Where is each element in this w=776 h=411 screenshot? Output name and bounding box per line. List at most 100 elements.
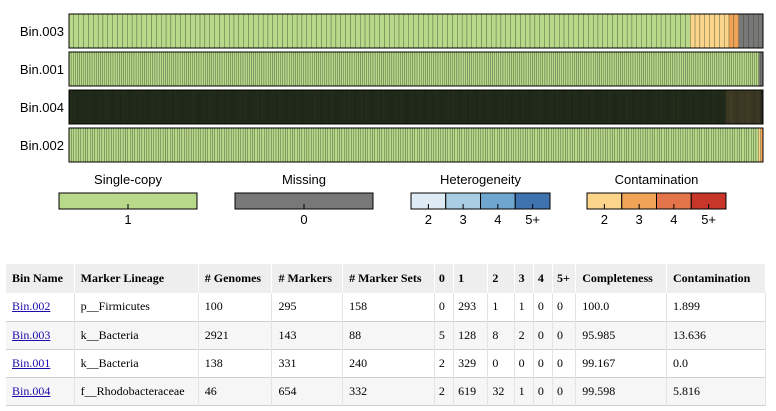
heatmap-cell: [245, 127, 248, 163]
cell-lineage: k__Bacteria: [74, 349, 199, 377]
heatmap-cell: [452, 51, 455, 87]
col-marker-sets[interactable]: # Marker Sets: [342, 264, 435, 293]
col-count-3[interactable]: 3: [514, 264, 534, 293]
col-genomes[interactable]: # Genomes: [198, 264, 273, 293]
heatmap-cell: [226, 51, 229, 87]
bin-link[interactable]: Bin.001: [12, 355, 51, 370]
heatmap-cell: [551, 127, 554, 163]
heatmap-cell: [668, 127, 672, 163]
heatmap-cell: [214, 13, 220, 49]
heatmap-cell: [687, 127, 691, 163]
heatmap-cell: [536, 51, 539, 87]
heatmap-cell: [733, 13, 739, 49]
heatmap-cell: [553, 51, 556, 87]
heatmap-cell: [480, 127, 484, 163]
cell-markers: 295: [271, 293, 344, 321]
heatmap-cell: [500, 13, 506, 49]
heatmap-cell: [638, 127, 641, 163]
heatmap-cell: [692, 127, 695, 163]
bin-row-frame: [68, 127, 764, 163]
heatmap-cell: [85, 127, 88, 163]
heatmap-cell: [563, 13, 570, 49]
heatmap-cell: [238, 51, 242, 87]
heatmap-cell: [374, 127, 378, 163]
heatmap-cell: [219, 51, 223, 87]
heatmap-cell: [469, 51, 472, 87]
heatmap-cell: [414, 127, 418, 163]
heatmap-cell: [748, 127, 752, 163]
heatmap-cell: [491, 13, 497, 49]
heatmap-cell: [395, 51, 399, 87]
heatmap-cell: [603, 51, 606, 87]
heatmap-cell: [99, 127, 103, 163]
heatmap-cell: [150, 51, 154, 87]
heatmap-cell: [379, 51, 382, 87]
heatmap-cell: [409, 127, 413, 163]
cell-markers: 143: [271, 321, 344, 349]
heatmap-cell: [344, 127, 347, 163]
col-count-4[interactable]: 4: [533, 264, 553, 293]
heatmap-cell: [181, 127, 185, 163]
heatmap-cell: [513, 51, 516, 87]
heatmap-cell: [508, 127, 512, 163]
heatmap-cell: [583, 13, 589, 49]
heatmap-cell: [574, 51, 577, 87]
heatmap-cell: [448, 51, 451, 87]
col-contamination[interactable]: Contamination: [666, 264, 766, 293]
heatmap-cell: [137, 127, 140, 163]
heatmap-cell: [402, 51, 405, 87]
col-count-5plus[interactable]: 5+: [552, 264, 577, 293]
heatmap-cell: [693, 51, 697, 87]
cell-genomes: 138: [198, 349, 273, 377]
heatmap-cell: [75, 127, 79, 163]
heatmap-cell: [758, 51, 762, 87]
heatmap-cell: [588, 13, 594, 49]
bin-link[interactable]: Bin.004: [12, 383, 51, 398]
col-marker-lineage[interactable]: Marker Lineage: [74, 264, 199, 293]
heatmap-cell: [562, 127, 566, 163]
heatmap-cell: [309, 51, 313, 87]
bin-link[interactable]: Bin.002: [12, 299, 51, 314]
marker-heatmap: Bin.003 Bin.001 Bin.004 Bin.002 Single-copy 1…: [20, 13, 764, 227]
heatmap-cell: [114, 51, 118, 87]
bin-row-label: Bin.004: [20, 100, 64, 115]
heatmap-cell: [548, 127, 552, 163]
heatmap-cell: [605, 127, 608, 163]
col-count-1[interactable]: 1: [453, 264, 489, 293]
heatmap-cell: [465, 51, 468, 87]
bin-row-label: Bin.001: [20, 62, 64, 77]
cell-count-4: 0: [533, 293, 553, 321]
bin-link[interactable]: Bin.003: [12, 327, 51, 342]
heatmap-cell: [184, 127, 187, 163]
heatmap-cell: [236, 51, 239, 87]
heatmap-cell: [641, 51, 644, 87]
heatmap-cell: [645, 127, 648, 163]
col-completeness[interactable]: Completeness: [575, 264, 668, 293]
col-count-2[interactable]: 2: [487, 264, 515, 293]
heatmap-cell: [414, 51, 418, 87]
heatmap-cell: [471, 13, 477, 49]
heatmap-cell: [360, 127, 364, 163]
col-count-0[interactable]: 0: [434, 264, 455, 293]
bin-row-label: Bin.003: [20, 24, 64, 39]
heatmap-cell: [384, 127, 387, 163]
heatmap-cell: [576, 51, 579, 87]
heatmap-cell: [289, 51, 292, 87]
heatmap-cell: [377, 127, 380, 163]
heatmap-cell: [326, 51, 330, 87]
heatmap-cell: [647, 51, 650, 87]
heatmap-cell: [372, 51, 376, 87]
heatmap-cell: [569, 127, 573, 163]
col-markers[interactable]: # Markers: [271, 264, 344, 293]
heatmap-cell: [297, 51, 300, 87]
cell-genomes: 46: [198, 377, 273, 405]
heatmap-cell: [205, 127, 208, 163]
heatmap-cell: [121, 51, 124, 87]
heatmap-cell: [640, 127, 644, 163]
heatmap-cell: [492, 51, 495, 87]
heatmap-cell: [73, 51, 76, 87]
heatmap-cell: [330, 51, 334, 87]
col-bin-name[interactable]: Bin Name: [6, 264, 75, 293]
heatmap-cell: [544, 127, 547, 163]
heatmap-cell: [572, 127, 575, 163]
